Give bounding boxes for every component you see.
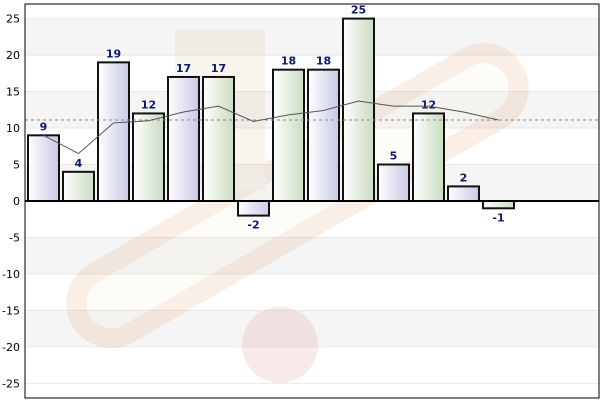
bar — [202, 75, 235, 202]
bar-value-labels: 9 4 19 12 17 17 -2 18 18 25 5 12 2 -1 — [40, 4, 505, 232]
bar-value-label: -1 — [492, 211, 504, 224]
bar — [132, 112, 165, 202]
trend-lines — [25, 100, 599, 155]
bar-value-label: 17 — [211, 62, 226, 75]
bar-value-label: 5 — [390, 150, 398, 163]
bar — [237, 200, 270, 217]
moving-average-line — [43, 100, 499, 155]
y-tick-label: -10 — [2, 268, 20, 281]
y-tick-label: 20 — [6, 49, 20, 62]
bar — [482, 200, 515, 210]
y-tick-label: -5 — [9, 231, 20, 244]
plot-border — [24, 3, 600, 399]
bar — [412, 112, 445, 202]
bar-value-label: 2 — [460, 171, 468, 184]
bar-value-label: 25 — [351, 4, 366, 17]
bar-value-label: 4 — [75, 157, 83, 170]
bar-value-label: 12 — [421, 98, 436, 111]
y-tick-label: -25 — [2, 377, 20, 390]
bar-value-label: 12 — [141, 98, 156, 111]
y-tick-label: -15 — [2, 304, 20, 317]
y-tick-label: -20 — [2, 341, 20, 354]
bar-value-label: 18 — [281, 55, 296, 68]
bar — [272, 68, 305, 202]
bar — [307, 68, 340, 202]
grid-band — [25, 237, 599, 274]
y-tick-label: 15 — [6, 86, 20, 99]
bar — [377, 163, 410, 203]
bar-value-label: 18 — [316, 55, 331, 68]
y-tick-label: 5 — [13, 159, 20, 172]
y-tick-label: 25 — [6, 13, 20, 26]
bar-value-label: -2 — [247, 219, 259, 232]
grid-band — [25, 18, 599, 56]
grid-band — [25, 310, 599, 347]
y-axis-tick-labels: 25 20 15 10 5 0 -5 -10 -15 -20 -25 — [2, 13, 20, 391]
bar — [167, 75, 200, 202]
bar — [27, 134, 60, 202]
y-tick-label: 0 — [13, 195, 20, 208]
bar-value-label: 9 — [40, 120, 48, 133]
y-tick-label: 10 — [6, 122, 20, 135]
bar — [62, 170, 95, 203]
bar — [342, 17, 375, 203]
bar-value-label: 17 — [176, 62, 191, 75]
bar — [97, 61, 130, 202]
bar — [447, 185, 480, 203]
bar-value-label: 19 — [106, 47, 121, 60]
plot-frame — [24, 3, 600, 399]
